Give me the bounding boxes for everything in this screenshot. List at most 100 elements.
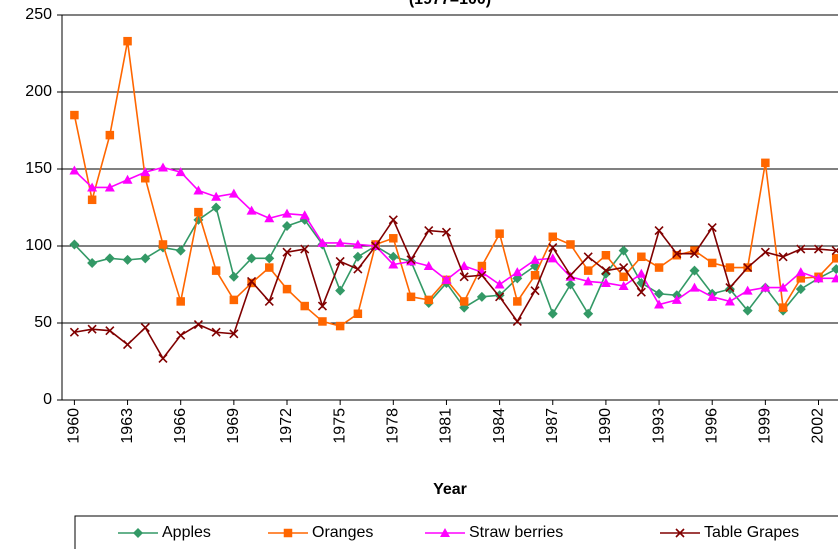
y-tick-label: 0 xyxy=(43,391,52,408)
marker xyxy=(282,220,293,231)
marker xyxy=(229,295,239,305)
marker xyxy=(619,272,628,282)
marker xyxy=(406,255,416,265)
marker xyxy=(175,245,186,256)
marker xyxy=(689,265,700,276)
marker xyxy=(636,287,646,297)
marker xyxy=(601,250,611,260)
marker xyxy=(742,305,753,316)
marker xyxy=(335,237,346,247)
marker xyxy=(228,271,239,282)
marker xyxy=(600,268,611,279)
marker xyxy=(424,226,434,236)
marker xyxy=(105,326,115,336)
marker xyxy=(193,319,203,330)
x-axis-title: Year xyxy=(433,481,467,498)
marker xyxy=(796,274,806,283)
marker xyxy=(565,279,576,290)
y-tick-label: 150 xyxy=(25,160,52,177)
legend-marker xyxy=(675,528,685,538)
marker xyxy=(87,324,97,334)
marker xyxy=(282,284,292,294)
marker xyxy=(725,263,735,272)
marker xyxy=(618,245,629,256)
marker xyxy=(389,234,398,243)
marker xyxy=(424,295,433,305)
marker xyxy=(477,270,487,280)
marker xyxy=(123,36,132,46)
marker xyxy=(371,241,381,251)
marker xyxy=(246,253,257,264)
marker xyxy=(87,195,97,205)
marker xyxy=(689,249,700,259)
marker xyxy=(265,263,274,272)
marker xyxy=(530,286,540,296)
marker xyxy=(778,252,788,262)
marker xyxy=(122,339,133,350)
marker xyxy=(654,299,665,309)
x-tick-label: 1987 xyxy=(544,408,561,444)
marker xyxy=(459,297,469,306)
legend-label: Oranges xyxy=(312,524,373,541)
marker xyxy=(690,246,699,255)
marker xyxy=(140,323,150,333)
marker xyxy=(512,316,522,327)
marker xyxy=(299,210,310,220)
marker xyxy=(335,321,345,331)
x-tick-label: 2002 xyxy=(810,408,827,444)
marker xyxy=(725,283,735,293)
series-line xyxy=(73,206,837,316)
marker xyxy=(476,267,487,277)
marker xyxy=(229,329,239,339)
marker xyxy=(140,253,151,264)
legend: Apples Oranges Straw berries Table Grapes xyxy=(74,515,838,549)
marker xyxy=(600,277,611,287)
marker xyxy=(671,294,682,304)
marker xyxy=(548,232,558,242)
marker xyxy=(388,251,399,262)
marker xyxy=(547,253,558,263)
chart-title: (1977=100) xyxy=(409,0,491,8)
marker xyxy=(300,244,310,254)
marker xyxy=(406,292,416,302)
marker xyxy=(495,292,505,302)
x-tick-label: 1993 xyxy=(650,408,667,444)
marker xyxy=(672,249,682,259)
marker xyxy=(104,182,115,192)
x-tick-label: 1969 xyxy=(225,408,242,444)
marker xyxy=(105,130,115,140)
marker xyxy=(513,297,522,306)
marker xyxy=(831,264,838,275)
marker xyxy=(318,317,327,326)
marker xyxy=(742,285,753,295)
marker xyxy=(796,244,806,254)
x-tick-label: 1960 xyxy=(66,408,83,444)
y-tick-label: 50 xyxy=(34,314,52,331)
marker xyxy=(69,327,79,337)
marker xyxy=(211,191,222,201)
marker xyxy=(637,252,646,262)
marker xyxy=(264,296,274,307)
marker xyxy=(761,158,770,168)
marker xyxy=(246,205,257,215)
marker xyxy=(707,222,717,233)
marker xyxy=(831,254,838,263)
marker xyxy=(548,242,558,253)
marker xyxy=(353,264,363,274)
x-tick-label: 1972 xyxy=(278,408,295,444)
marker xyxy=(743,262,753,273)
x-tick-label: 1975 xyxy=(331,408,348,444)
marker xyxy=(211,327,221,337)
marker xyxy=(282,208,293,218)
marker xyxy=(122,254,133,265)
marker xyxy=(583,308,594,319)
marker xyxy=(335,256,345,266)
marker xyxy=(724,284,735,295)
marker xyxy=(69,165,80,175)
marker xyxy=(87,257,98,268)
marker xyxy=(654,226,664,236)
marker xyxy=(175,167,186,177)
marker xyxy=(353,309,363,319)
marker xyxy=(352,239,363,249)
